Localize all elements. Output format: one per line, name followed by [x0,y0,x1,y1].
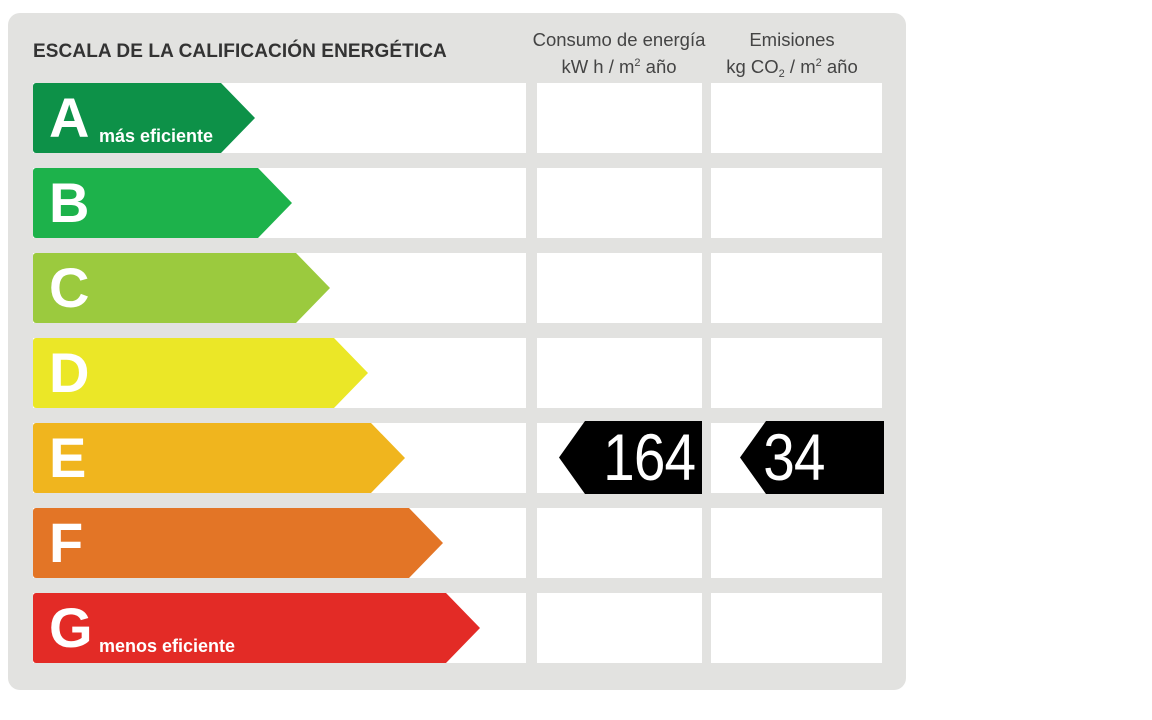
rating-arrow-b: B [33,168,292,238]
energy-cell [537,253,702,323]
energy-unit-year: año [640,56,677,77]
rating-row-f: F [0,508,1152,578]
rating-note: menos eficiente [99,636,236,656]
rating-row-d: D [0,338,1152,408]
rating-letter: F [49,511,84,574]
rating-letter: C [49,256,90,319]
rating-letter: G [49,596,93,659]
rating-letter: D [49,341,90,404]
energy-cell [537,338,702,408]
energy-cell [537,508,702,578]
emissions-cell [711,338,882,408]
rating-arrow-f: F [33,508,443,578]
emissions-column-unit: kg CO2 / m2 año [712,53,872,80]
energy-column-unit: kW h / m2 año [530,53,708,80]
energy-column-title: Consumo de energía [532,29,706,50]
emissions-cell [711,593,882,663]
scale-title: ESCALA DE LA CALIFICACIÓN ENERGÉTICA [33,41,447,62]
energy-value-tag: 164 [559,421,702,494]
energy-column-header: Consumo de energía kW h / m2 año [530,26,708,80]
emissions-cell [711,508,882,578]
rating-note: más eficiente [99,126,214,146]
energy-value: 164 [602,420,696,494]
rating-arrow-e: E [33,423,405,493]
rating-arrow-d: D [33,338,368,408]
rating-arrow-c: C [33,253,330,323]
rating-row-c: C [0,253,1152,323]
emissions-column-title: Emisiones [749,29,835,50]
emissions-value-tag: 34 [740,421,884,494]
rating-row-e: E 164 34 [0,421,1152,494]
emissions-cell [711,168,882,238]
energy-cell [537,83,702,153]
rating-letter: A [49,86,90,149]
emissions-unit-text: kg CO [726,56,779,77]
emissions-cell [711,253,882,323]
emissions-unit-year: año [821,56,858,77]
emissions-value: 34 [763,420,825,494]
energy-unit-text: kW h / m [561,56,635,77]
emissions-unit-sub: 2 [778,68,785,80]
emissions-cell [711,83,882,153]
rating-letter: E [49,426,87,489]
energy-cell [537,593,702,663]
emissions-unit-sup: 2 [815,57,822,69]
rating-letter: B [49,171,90,234]
rating-row-b: B [0,168,1152,238]
energy-cell [537,168,702,238]
emissions-unit-mid: / m [784,56,816,77]
energy-unit-sup: 2 [634,57,641,69]
emissions-column-header: Emisiones kg CO2 / m2 año [712,26,872,80]
